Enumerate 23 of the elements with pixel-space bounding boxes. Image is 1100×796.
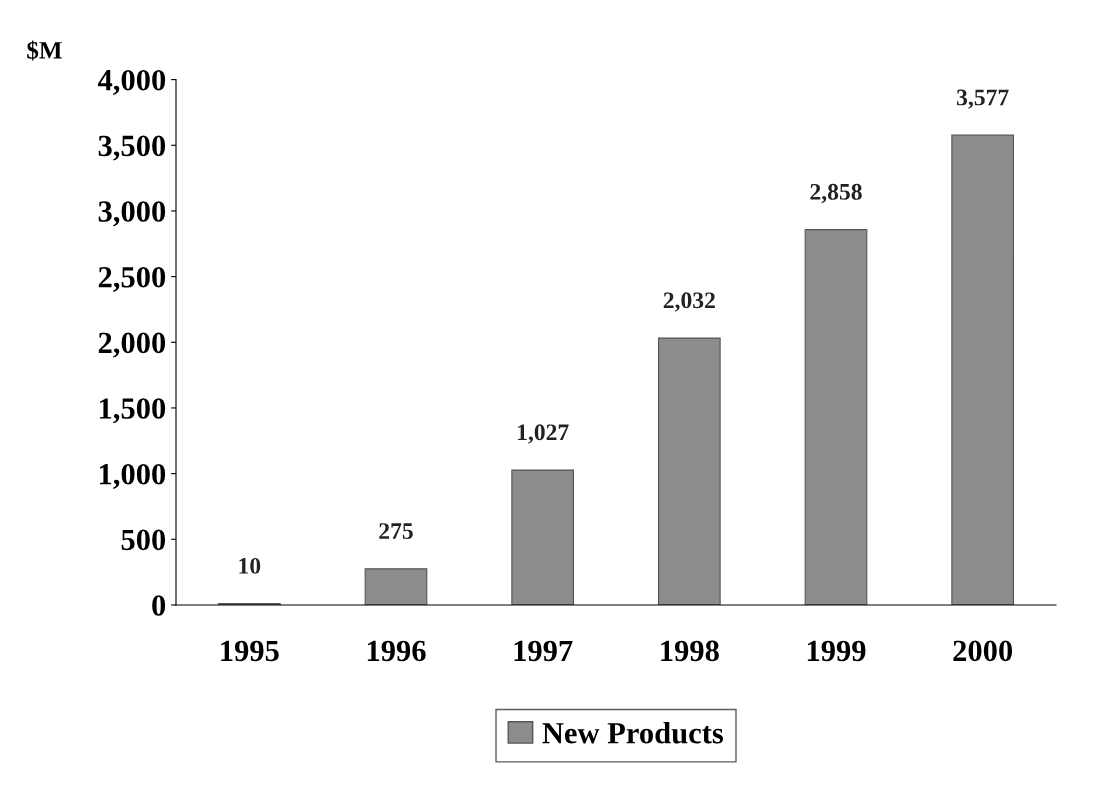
y-tick-label: 2,500 (98, 266, 166, 292)
text: 275 (379, 523, 413, 540)
x-tick-label: 1998 (661, 640, 719, 662)
y-tick-label: 1,500 (99, 398, 166, 424)
y-tick-label: 500 (121, 529, 166, 551)
y-tick-label: 0 (152, 595, 166, 616)
x-tick-label: 1996 (367, 640, 426, 662)
text: 3,577 (956, 89, 1009, 109)
text: 1,027 (518, 424, 569, 444)
y-axis-title: $M (27, 40, 62, 61)
x-tick-label: 1997 (514, 640, 573, 662)
y-tick-label: 1,000 (99, 463, 166, 489)
y-tick-label: 2,000 (98, 332, 166, 358)
text: 2,032 (663, 292, 715, 312)
y-tick-label: 3,000 (98, 201, 166, 227)
y-tick-label: 3,500 (98, 135, 166, 161)
y-tick-label: 4,000 (97, 69, 166, 95)
legend-label: New Products (542, 721, 724, 744)
text: 10 (239, 557, 261, 574)
x-tick-label: 2000 (953, 640, 1013, 662)
x-tick-label: 1999 (807, 640, 866, 662)
text: 2,858 (810, 183, 862, 204)
x-tick-label: 1995 (221, 640, 279, 662)
